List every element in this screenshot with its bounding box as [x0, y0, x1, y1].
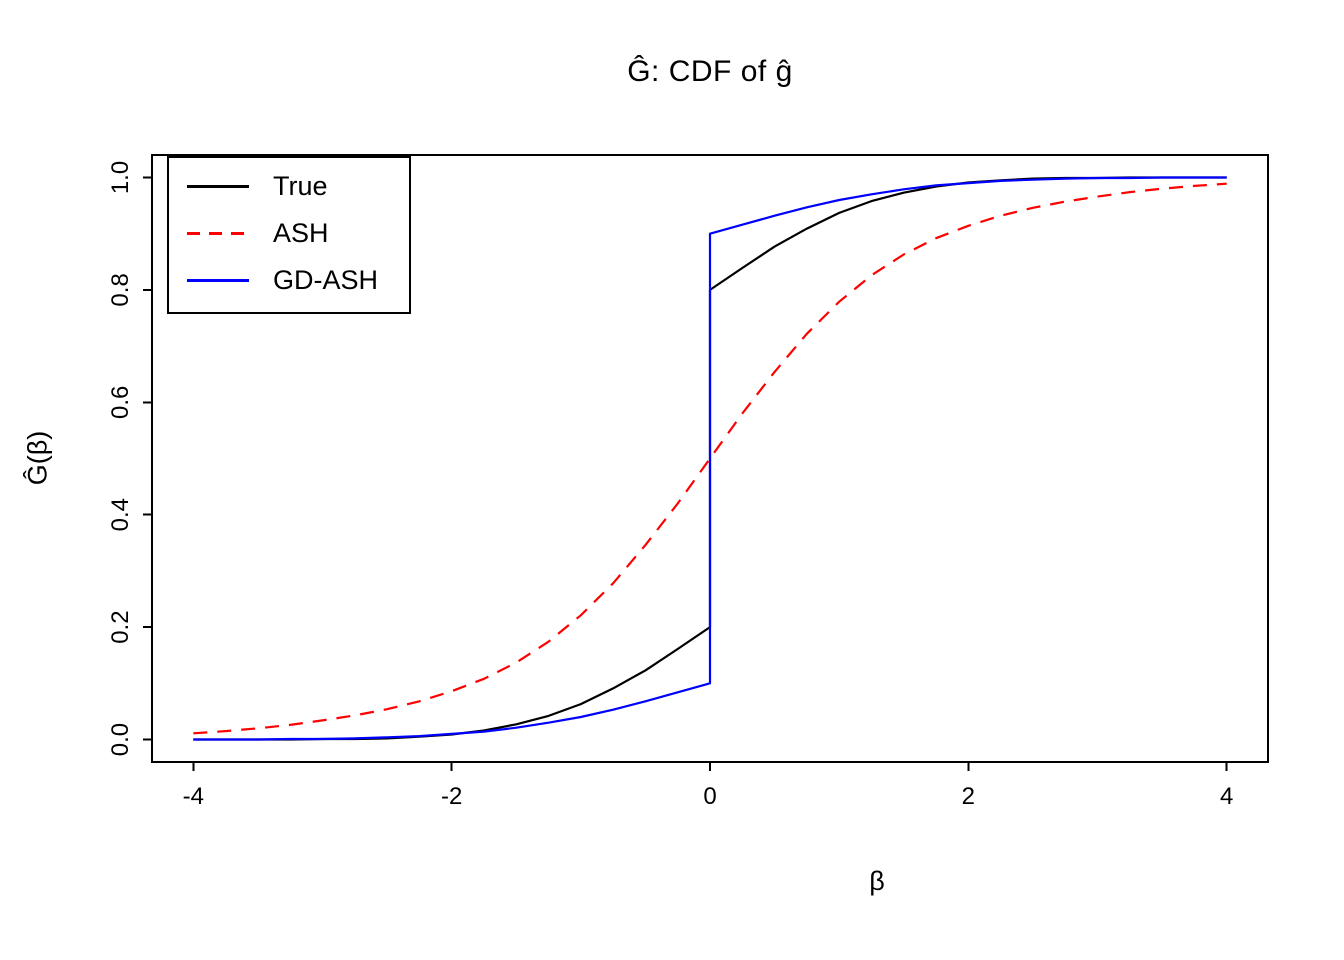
legend-label-true: True [273, 171, 328, 201]
y-tick-label: 0.8 [107, 273, 134, 306]
y-axis-label: Ĝ(β) [22, 430, 53, 486]
x-axis-label: β [869, 866, 885, 896]
x-tick-label: 4 [1220, 783, 1233, 810]
plot-title: Ĝ: CDF of ĝ [627, 55, 793, 88]
x-tick-label: -2 [441, 783, 462, 810]
x-tick-label: 0 [703, 783, 716, 810]
legend-entry-ash: ASH [187, 210, 409, 257]
legend-line-sample-gd-ash [187, 279, 249, 282]
legend: True ASH GD-ASH [167, 156, 411, 314]
y-tick-label: 0.4 [107, 498, 134, 531]
series-gd-ash-line [193, 176, 1227, 741]
legend-label-gd-ash: GD-ASH [273, 265, 379, 295]
legend-label-ash: ASH [273, 218, 329, 248]
x-tick-label: -4 [183, 783, 204, 810]
legend-entry-true: True [187, 163, 409, 210]
legend-line-sample-true [187, 185, 249, 188]
y-tick-label: 0.0 [107, 723, 134, 756]
series-ash-line [193, 182, 1227, 735]
x-tick-label: 2 [962, 783, 975, 810]
legend-line-sample-ash [187, 232, 249, 235]
legend-entry-gd-ash: GD-ASH [187, 257, 409, 304]
y-tick-label: 0.6 [107, 386, 134, 419]
y-tick-label: 0.2 [107, 610, 134, 643]
y-tick-label: 1.0 [107, 161, 134, 194]
